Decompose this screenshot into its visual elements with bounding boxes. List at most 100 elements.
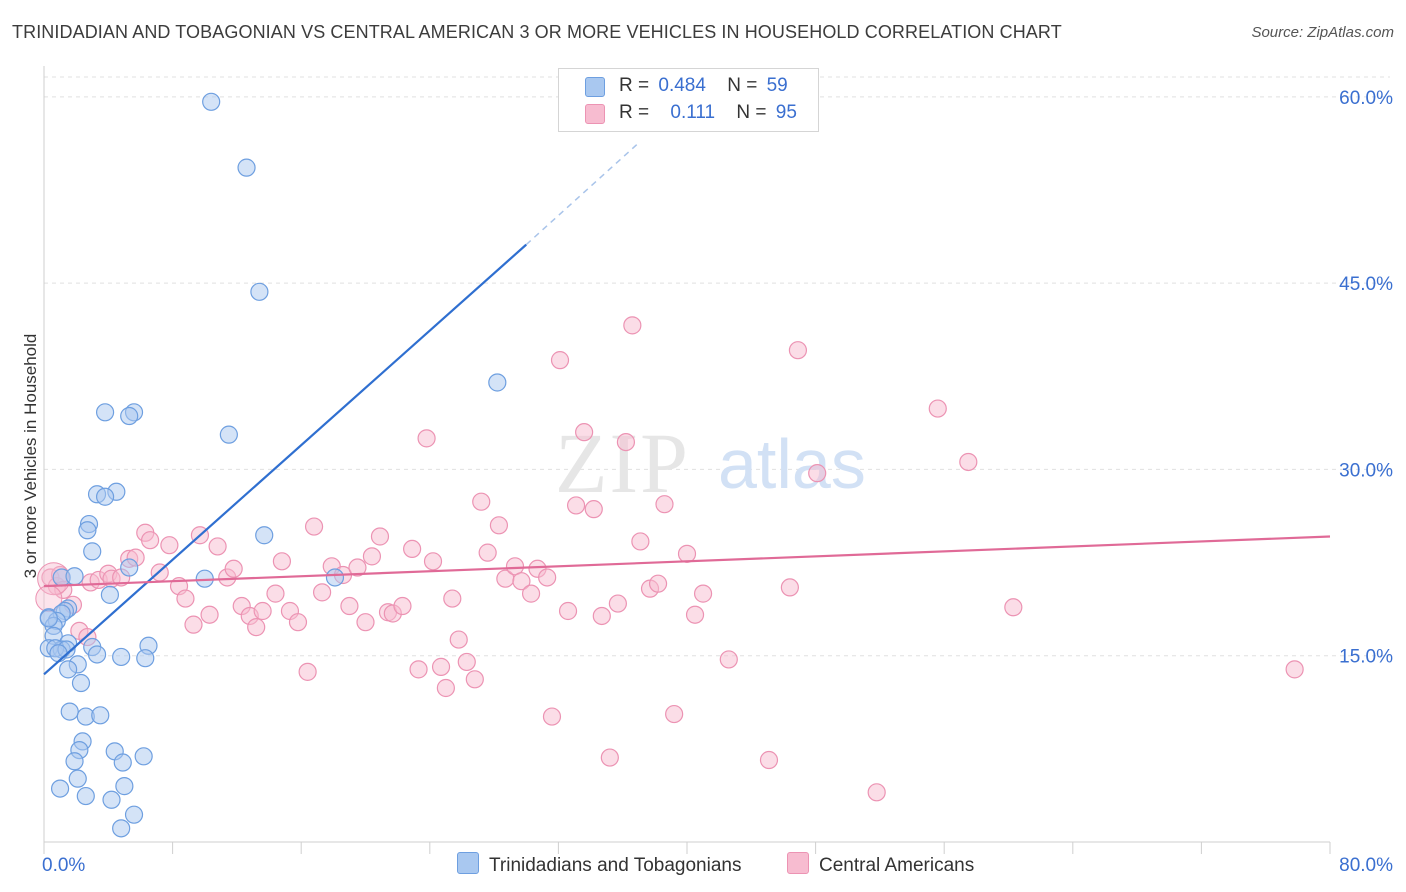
pink-point xyxy=(208,537,227,556)
pink-point xyxy=(608,594,627,613)
pink-point xyxy=(693,584,713,603)
pink-point xyxy=(224,559,243,578)
blue-point xyxy=(120,406,139,426)
pink-point xyxy=(200,605,219,624)
blue-point xyxy=(65,567,84,586)
series-swatch-blue xyxy=(457,852,479,874)
pink-point xyxy=(348,558,367,577)
pink-point xyxy=(600,748,619,767)
blue-point xyxy=(255,526,274,545)
blue-point xyxy=(49,644,68,663)
pink-point xyxy=(648,574,668,593)
pink-point xyxy=(616,432,636,452)
pink-point xyxy=(1285,660,1304,679)
legend-r-label: R = xyxy=(619,102,650,123)
pink-point xyxy=(362,547,382,566)
pink-point xyxy=(867,783,886,802)
pink-point xyxy=(808,464,827,483)
pink-point xyxy=(370,527,390,546)
pink-point xyxy=(409,660,428,679)
y-axis-label: 3 or more Vehicles in Household xyxy=(21,334,40,579)
pink-point xyxy=(247,618,266,637)
blue-point xyxy=(76,786,95,806)
pink-point xyxy=(266,584,285,603)
pink-point xyxy=(403,539,422,559)
series-name-blue: Trinidadians and Tobagonians xyxy=(489,855,742,876)
blue-point xyxy=(100,585,120,604)
pink-point xyxy=(449,630,468,649)
pink-point xyxy=(340,596,359,616)
blue-point xyxy=(325,568,345,587)
blue-point xyxy=(95,487,115,506)
legend-n-value-pink: 95 xyxy=(775,102,797,123)
blue-point xyxy=(120,558,139,577)
pink-point xyxy=(759,750,779,770)
pink-point xyxy=(304,517,324,536)
legend-r-label: R = xyxy=(619,75,650,96)
series-legend-blue: Trinidadians and Tobagonians xyxy=(457,852,741,877)
chart-title: TRINIDADIAN AND TOBAGONIAN VS CENTRAL AM… xyxy=(12,22,1062,42)
blue-point xyxy=(71,673,91,693)
pink-point xyxy=(512,572,531,591)
blue-point xyxy=(134,747,153,766)
blue-point xyxy=(237,158,256,177)
pink-point xyxy=(184,615,203,634)
trend-line-blue-extension xyxy=(525,142,640,246)
pink-point xyxy=(665,704,684,724)
x-tick-label-min: 0.0% xyxy=(42,855,85,876)
x-tick-label-max: 80.0% xyxy=(1339,855,1393,876)
trinidadian-points xyxy=(39,92,507,838)
y-tick-label: 30.0% xyxy=(1339,460,1393,481)
legend-row-blue: R = 0.484 N = 59 xyxy=(619,75,788,97)
blue-point xyxy=(60,702,79,721)
pink-point xyxy=(298,662,317,681)
blue-point xyxy=(78,521,97,540)
blue-point xyxy=(68,769,87,788)
blue-point xyxy=(39,609,58,628)
pink-point xyxy=(558,601,578,621)
pink-point xyxy=(655,495,674,514)
y-tick-label: 45.0% xyxy=(1339,274,1393,295)
legend-r-value-pink: 0.111 xyxy=(670,102,716,123)
pink-point xyxy=(542,707,562,726)
trend-lines xyxy=(43,142,1331,676)
pink-point xyxy=(677,544,697,563)
blue-point xyxy=(83,542,102,561)
blue-point xyxy=(124,805,144,824)
blue-point xyxy=(202,92,221,111)
source-label: Source: ZipAtlas.com xyxy=(1251,24,1394,41)
blue-point xyxy=(91,706,110,725)
pink-point xyxy=(489,516,509,535)
pink-point xyxy=(312,583,332,602)
pink-point xyxy=(584,500,603,519)
pink-point xyxy=(631,532,650,551)
blue-point xyxy=(250,282,269,301)
blue-point xyxy=(59,660,78,679)
blue-point xyxy=(50,779,70,798)
y-tick-label: 15.0% xyxy=(1339,647,1393,668)
pink-point xyxy=(465,670,484,689)
legend-n-value-blue: 59 xyxy=(766,75,788,96)
pink-point xyxy=(538,568,557,587)
pink-point xyxy=(719,650,738,669)
axis-layer: 15.0% 30.0% 45.0% 60.0% xyxy=(43,66,1393,854)
central-american-points xyxy=(35,316,1304,802)
pink-point xyxy=(780,578,799,597)
series-name-pink: Central Americans xyxy=(819,855,975,876)
pink-point xyxy=(592,606,611,626)
pink-point xyxy=(550,351,570,370)
correlation-legend: R = 0.484 N = 59 R = 0.111 N = 95 xyxy=(558,68,819,132)
pink-point xyxy=(356,613,375,632)
blue-point xyxy=(113,753,132,772)
pink-point xyxy=(478,543,497,562)
trend-line-pink xyxy=(43,535,1331,588)
legend-swatch-pink xyxy=(585,104,605,124)
pink-point xyxy=(788,341,808,360)
pink-point xyxy=(288,613,308,632)
blue-point xyxy=(136,649,155,668)
legend-swatch-blue xyxy=(585,77,605,97)
legend-row-pink: R = 0.111 N = 95 xyxy=(619,102,797,124)
legend-n-label: N = xyxy=(736,102,767,123)
pink-point xyxy=(431,657,451,676)
